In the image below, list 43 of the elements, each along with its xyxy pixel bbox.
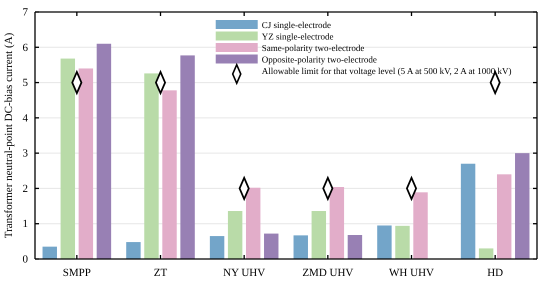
bar xyxy=(496,174,512,259)
bar xyxy=(312,211,326,259)
bar xyxy=(126,242,141,259)
bar xyxy=(78,68,94,259)
legend-label: Allowable limit for that voltage level (5 A at 500 kV, 2 A at 1000 kV) xyxy=(262,66,512,76)
bar xyxy=(294,235,308,259)
bar xyxy=(460,164,476,259)
y-tick-label: 2 xyxy=(22,182,28,195)
legend-label: CJ single-electrode xyxy=(262,20,331,30)
y-tick-label: 4 xyxy=(22,112,28,124)
bar xyxy=(162,90,177,259)
bar xyxy=(413,192,428,259)
bar xyxy=(210,236,224,259)
bar xyxy=(60,58,76,259)
y-tick-label: 6 xyxy=(22,42,28,54)
y-tick-label: 5 xyxy=(22,77,28,90)
bar xyxy=(96,44,112,259)
bar xyxy=(180,55,195,259)
legend-label: Opposite-polarity two-electrode xyxy=(262,54,377,64)
legend-label: Same-polarity two-electrode xyxy=(262,43,364,53)
y-tick-label: 0 xyxy=(22,254,28,266)
bar xyxy=(246,188,260,259)
x-tick-label: NY UHV xyxy=(223,266,266,279)
y-tick-label: 1 xyxy=(22,218,28,230)
y-tick-label: 7 xyxy=(22,6,28,19)
y-axis-title: Transformer neutral-point DC-bias current (A) xyxy=(3,32,15,238)
bar xyxy=(377,225,392,259)
bar xyxy=(144,73,159,259)
x-tick-label: SMPP xyxy=(62,266,91,279)
bar xyxy=(228,211,242,259)
bar xyxy=(478,248,494,259)
bar xyxy=(515,153,530,259)
legend-label: YZ single-electrode xyxy=(262,32,334,42)
y-tick-label: 3 xyxy=(22,148,28,160)
bar xyxy=(395,226,410,259)
x-tick-label: HD xyxy=(487,266,504,279)
x-tick-label: ZT xyxy=(154,266,168,279)
bar xyxy=(330,187,344,259)
bar xyxy=(264,234,278,259)
x-tick-label: ZMD UHV xyxy=(302,266,354,279)
bar xyxy=(42,246,57,259)
bar xyxy=(348,235,362,259)
x-tick-label: WH UHV xyxy=(389,266,434,279)
